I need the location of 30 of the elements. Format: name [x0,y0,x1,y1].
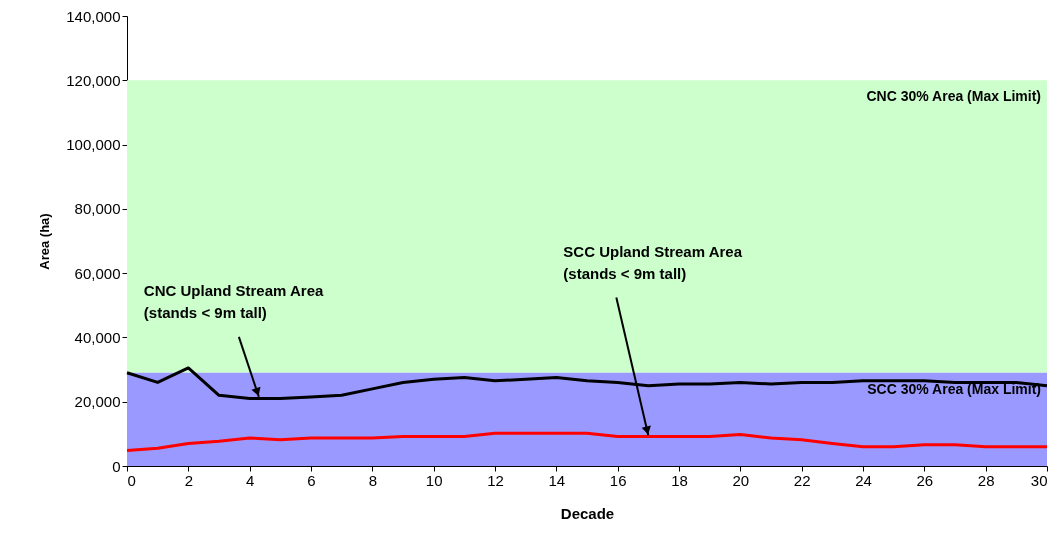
line-series [125,431,1049,453]
y-tick-label: 20,000 [74,393,121,411]
y-tick-label: 60,000 [74,264,121,282]
x-tick-label: 6 [307,471,316,489]
x-tick-label: 22 [793,471,811,489]
x-tick-label: 12 [487,471,504,489]
y-tick-label: 140,000 [66,7,121,25]
y-tick-label: 120,000 [66,71,121,89]
x-tick-label: 8 [368,471,378,489]
x-tick-label: 26 [916,471,934,489]
x-tick-label: 20 [732,471,750,489]
x-tick-label: 14 [548,471,566,489]
y-tick-label: 80,000 [74,200,121,218]
x-tick-label: 18 [671,471,688,489]
y-axis-title: Area (ha) [37,213,53,270]
x-tick-label: 10 [425,471,443,489]
y-tick-label: 40,000 [74,328,121,346]
y-tick-label: 100,000 [66,136,121,154]
x-tick-label: 28 [977,471,995,489]
x-tick-label: 2 [184,471,194,489]
annotation: SCC Upland Stream Area (stands < 9m tall) [563,243,743,283]
x-axis-title: Decade [560,504,615,522]
x-tick-label: 0 [127,471,136,489]
y-tick-label: 0 [112,457,121,475]
x-tick-label: 30 [1030,471,1048,489]
annotation: CNC Upland Stream Area (stands < 9m tall) [143,281,325,321]
x-tick-label: 16 [609,471,627,489]
x-tick-label: 24 [855,471,872,489]
x-tick-label: 4 [245,471,255,489]
band-label: CNC 30% Area (Max Limit) [866,88,1041,105]
